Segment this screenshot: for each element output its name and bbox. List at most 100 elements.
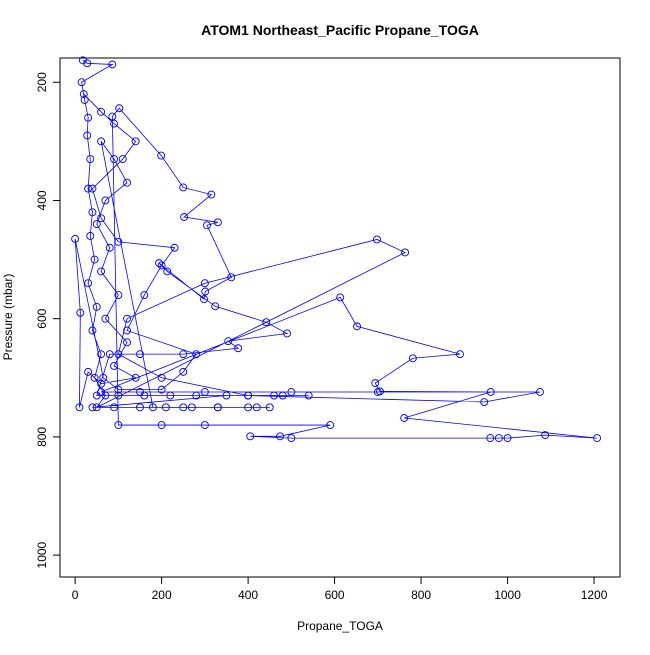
data-point (131, 373, 140, 382)
data-point (456, 350, 464, 359)
data-point (276, 432, 285, 441)
data-point (213, 218, 222, 227)
data-point (92, 302, 101, 311)
data-point (97, 107, 106, 116)
data-point (83, 131, 92, 140)
data-point (157, 385, 166, 394)
data-point (536, 388, 544, 396)
data-point (114, 237, 123, 246)
data-point (101, 314, 110, 323)
data-point (227, 273, 236, 282)
data-point (541, 431, 550, 440)
data-point (123, 326, 131, 335)
data-point (86, 231, 95, 240)
data-point (80, 96, 89, 104)
data-point (140, 391, 149, 400)
data-point (287, 434, 296, 443)
y-tick-label: 400 (35, 190, 49, 210)
data-point (110, 403, 119, 412)
x-tick-label: 200 (152, 588, 172, 602)
data-point (244, 403, 253, 412)
data-point (118, 155, 127, 164)
data-point (136, 350, 144, 359)
data-point (270, 391, 279, 400)
data-point (108, 112, 117, 121)
data-point (161, 403, 170, 412)
data-point (123, 338, 131, 347)
data-point (157, 151, 166, 160)
data-point (136, 403, 144, 412)
data-point (76, 308, 85, 317)
y-tick-label: 200 (35, 72, 49, 92)
data-point (105, 350, 114, 359)
data-point (326, 421, 335, 430)
data-point (92, 391, 101, 400)
data-point (373, 235, 381, 244)
data-point (97, 350, 106, 359)
data-point (170, 243, 179, 252)
data-point (84, 113, 93, 122)
data-point (179, 350, 188, 359)
data-point (246, 432, 255, 441)
data-point (149, 403, 157, 412)
data-point (192, 391, 201, 400)
data-point (163, 267, 172, 276)
data-point (97, 214, 106, 223)
data-point (353, 322, 362, 331)
data-point (244, 391, 253, 400)
data-point (480, 398, 489, 406)
x-tick-label: 0 (72, 588, 79, 602)
x-axis-label: Propane_TOGA (297, 619, 383, 633)
data-point (224, 337, 233, 346)
data-point (200, 388, 209, 396)
data-point (486, 388, 495, 396)
data-point (166, 391, 175, 400)
data-point (108, 60, 117, 69)
data-point (84, 367, 93, 376)
data-point (114, 421, 123, 430)
data-point (114, 385, 123, 394)
data-point (179, 367, 188, 376)
data-point (123, 178, 131, 187)
data-point (77, 78, 86, 87)
data-point (88, 403, 97, 412)
data-point (201, 287, 210, 296)
data-point (114, 291, 123, 299)
data-point (222, 391, 231, 400)
x-tick-label: 600 (325, 588, 345, 602)
y-tick-label: 1000 (35, 541, 49, 568)
data-point (114, 391, 123, 400)
data-point (376, 387, 384, 396)
data-point (304, 391, 313, 400)
x-tick-label: 400 (238, 588, 258, 602)
data-point (114, 350, 123, 359)
data-point (494, 434, 503, 443)
data-point (336, 293, 345, 302)
data-point (84, 184, 93, 193)
data-point (157, 261, 166, 270)
data-point (105, 243, 114, 252)
data-point (92, 403, 101, 412)
data-point (486, 434, 495, 443)
data-point (593, 434, 602, 443)
data-point (84, 279, 93, 288)
data-point (287, 388, 296, 396)
x-tick-label: 1000 (494, 588, 521, 602)
data-point (71, 234, 80, 243)
data-point (110, 362, 119, 370)
data-point (187, 403, 196, 412)
data-point (203, 221, 211, 230)
data-point (207, 190, 216, 199)
data-point (155, 259, 163, 268)
data-point (211, 302, 220, 311)
data-point (115, 104, 124, 113)
data-point (79, 90, 88, 99)
data-point (179, 183, 188, 192)
data-point (180, 213, 189, 221)
data-point (92, 220, 101, 229)
x-tick-label: 800 (411, 588, 431, 602)
data-point (88, 326, 97, 335)
x-tick-label: 1200 (581, 588, 608, 602)
data-point (234, 344, 243, 353)
